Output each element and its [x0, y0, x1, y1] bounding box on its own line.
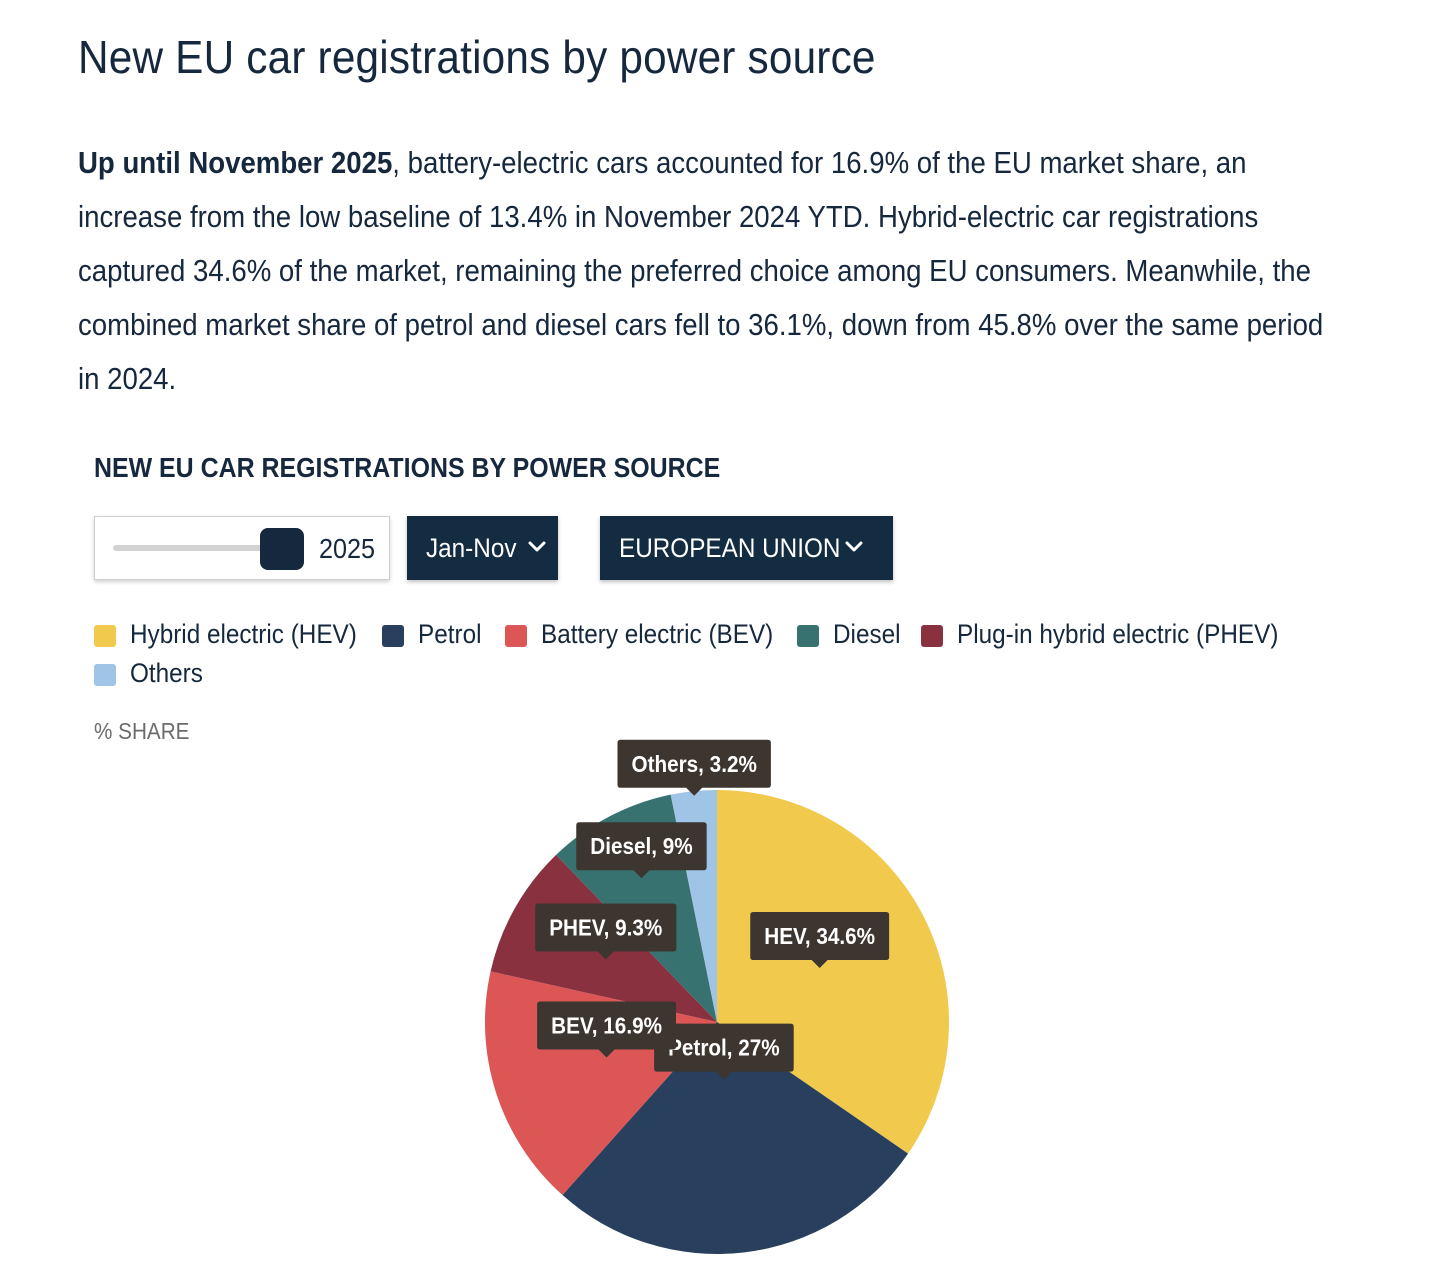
data-label-box — [654, 1023, 794, 1080]
data-label-diesel: Diesel, 9% — [576, 822, 707, 879]
data-label-text: BEV, 16.9% — [551, 1012, 662, 1038]
chevron-down-icon — [845, 541, 863, 552]
data-label-box — [576, 822, 707, 879]
pie-labels: HEV, 34.6% Petrol, 27%BEV, 16.9% PHEV, 9.3… — [535, 739, 890, 1080]
year-value: 2025 — [319, 533, 376, 564]
intro-text: , battery-electric cars accounted for 16… — [78, 145, 1324, 396]
data-label-petrol: Petrol, 27% — [654, 1023, 794, 1080]
unit-label: % SHARE — [94, 718, 190, 744]
legend-swatch — [382, 625, 404, 647]
data-label-box — [537, 1001, 676, 1058]
pie-slice-hev[interactable] — [717, 790, 950, 1154]
legend-label: Battery electric (BEV) — [541, 619, 774, 649]
data-label-box — [535, 903, 677, 960]
chevron-down-icon — [528, 541, 546, 552]
region-dropdown[interactable]: EUROPEAN UNION — [600, 516, 893, 580]
data-label-hev: HEV, 34.6% — [750, 912, 890, 969]
data-label-text: Others, 3.2% — [631, 751, 756, 777]
legend-swatch — [94, 625, 116, 647]
pie-slice-petrol[interactable] — [562, 1022, 909, 1255]
data-label-phev: PHEV, 9.3% — [535, 903, 677, 960]
legend-label: Plug-in hybrid electric (PHEV) — [957, 619, 1279, 649]
legend-label: Petrol — [418, 619, 482, 649]
data-label-text: Petrol, 27% — [668, 1035, 780, 1061]
data-label-text: PHEV, 9.3% — [549, 914, 662, 940]
legend-swatch — [505, 625, 527, 647]
legend-label: Hybrid electric (HEV) — [130, 619, 357, 649]
year-slider-control: 2025 — [94, 516, 390, 580]
data-label-others: Others, 3.2% — [617, 739, 771, 796]
data-label-box — [617, 739, 771, 796]
intro-bold: Up until November 2025 — [78, 145, 393, 180]
legend-label: Others — [130, 658, 203, 688]
data-label-bev: BEV, 16.9% — [537, 1001, 676, 1058]
page-title: New EU car registrations by power source — [78, 31, 876, 83]
chart-title: NEW EU CAR REGISTRATIONS BY POWER SOURCE — [94, 452, 721, 483]
data-label-text: HEV, 34.6% — [764, 923, 875, 949]
legend-swatch — [94, 664, 116, 686]
legend-swatch — [797, 625, 819, 647]
data-label-text: Diesel, 9% — [590, 833, 692, 859]
data-label-box — [750, 912, 890, 969]
region-dropdown-label: EUROPEAN UNION — [619, 533, 841, 563]
year-slider-track[interactable] — [113, 545, 281, 551]
year-slider-thumb[interactable] — [260, 528, 304, 570]
intro-paragraph: Up until November 2025, battery-electric… — [78, 136, 1342, 406]
period-dropdown[interactable]: Jan-Nov — [407, 516, 558, 580]
period-dropdown-label: Jan-Nov — [426, 533, 517, 563]
legend-label: Diesel — [833, 619, 901, 649]
legend-swatch — [921, 625, 943, 647]
